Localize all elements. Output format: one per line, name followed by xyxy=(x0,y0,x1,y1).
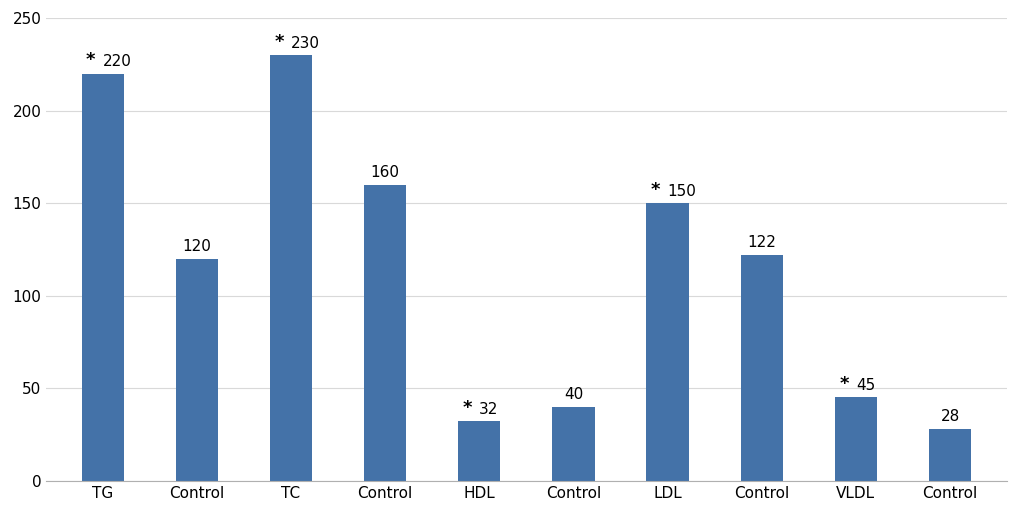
Text: 220: 220 xyxy=(103,54,131,69)
Text: 120: 120 xyxy=(182,239,211,254)
Text: 32: 32 xyxy=(479,402,498,417)
Text: 45: 45 xyxy=(856,378,875,393)
Text: *: * xyxy=(274,33,284,51)
Bar xyxy=(270,55,312,481)
Text: 150: 150 xyxy=(667,184,696,199)
Bar xyxy=(552,407,595,481)
Bar xyxy=(741,255,783,481)
Text: 230: 230 xyxy=(291,36,320,51)
Bar xyxy=(459,422,500,481)
Text: 160: 160 xyxy=(371,165,399,180)
Text: 40: 40 xyxy=(564,387,583,402)
Text: *: * xyxy=(86,51,96,69)
Text: 122: 122 xyxy=(747,235,776,250)
Text: *: * xyxy=(463,399,472,417)
Text: *: * xyxy=(651,181,660,199)
Text: *: * xyxy=(840,375,849,393)
Bar xyxy=(835,398,877,481)
Bar xyxy=(646,203,689,481)
Text: 28: 28 xyxy=(941,409,960,424)
Bar xyxy=(175,259,218,481)
Bar xyxy=(364,185,407,481)
Bar xyxy=(82,74,124,481)
Bar xyxy=(929,429,971,481)
